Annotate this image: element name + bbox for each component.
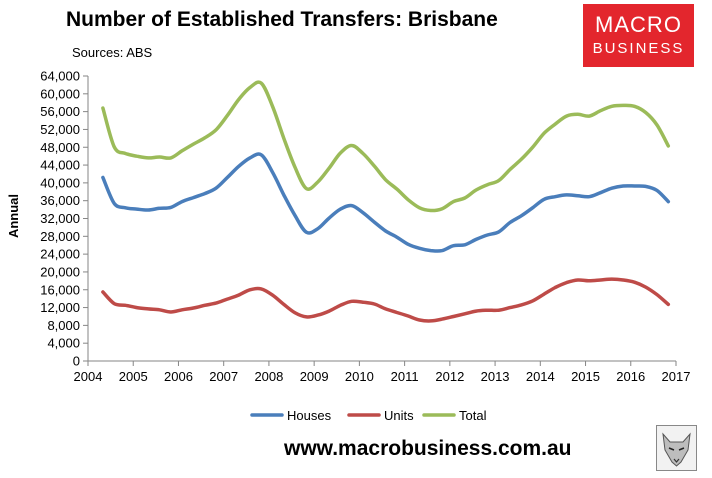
y-tick-label: 24,000 (40, 247, 80, 262)
x-tick-label: 2013 (481, 369, 510, 384)
x-tick-label: 2012 (435, 369, 464, 384)
x-tick-label: 2006 (164, 369, 193, 384)
x-tick-label: 2017 (662, 369, 691, 384)
y-axis: 0 4,000 8,000 12,000 16,000 20,000 24,000 28,00… (40, 69, 89, 369)
x-axis: 2004 2005 2006 2007 2008 2009 2010 2011 2012 2013… (74, 360, 691, 384)
x-tick-label: 2011 (391, 369, 419, 384)
y-tick-label: 64,000 (40, 69, 80, 84)
series-lines (101, 80, 671, 323)
y-tick-label: 36,000 (40, 193, 80, 208)
y-axis-title: Annual (6, 194, 21, 238)
legend-label-houses: Houses (287, 408, 332, 423)
chart-title: Number of Established Transfers: Brisban… (66, 8, 498, 31)
x-tick-label: 2010 (345, 369, 374, 384)
y-tick-label: 52,000 (40, 122, 80, 137)
legend-label-total: Total (459, 408, 487, 423)
macrobusiness-logo: MACRO BUSINESS (583, 4, 694, 67)
x-tick-label: 2004 (74, 369, 103, 384)
x-tick-label: 2014 (526, 369, 555, 384)
y-tick-label: 48,000 (40, 140, 80, 155)
series-line-total (101, 80, 671, 213)
y-tick-label: 4,000 (47, 336, 80, 351)
legend-label-units: Units (384, 408, 414, 423)
x-tick-label: 2008 (254, 369, 283, 384)
legend: Houses Units Total (250, 408, 487, 423)
y-tick-label: 16,000 (40, 282, 80, 297)
wolf-icon (656, 425, 697, 471)
y-tick-label: 8,000 (47, 318, 80, 333)
y-tick-label: 44,000 (40, 158, 80, 173)
x-tick-label: 2016 (616, 369, 645, 384)
x-tick-label: 2009 (300, 369, 329, 384)
logo-line-1: MACRO (595, 12, 682, 37)
x-tick-label: 2005 (119, 369, 148, 384)
y-tick-label: 20,000 (40, 264, 80, 279)
x-tick-label: 2015 (571, 369, 600, 384)
y-tick-label: 12,000 (40, 300, 80, 315)
y-tick-label: 60,000 (40, 86, 80, 101)
series-line-houses (101, 152, 671, 253)
logo-line-2: BUSINESS (592, 40, 685, 57)
y-tick-label: 40,000 (40, 175, 80, 190)
y-tick-label: 56,000 (40, 104, 80, 119)
chart-subtitle: Sources: ABS (72, 45, 153, 60)
y-tick-label: 0 (73, 354, 80, 369)
website-url: www.macrobusiness.com.au (284, 437, 572, 460)
y-tick-label: 28,000 (40, 229, 80, 244)
y-tick-label: 32,000 (40, 211, 80, 226)
series-line-units (101, 277, 671, 323)
x-tick-label: 2007 (209, 369, 238, 384)
